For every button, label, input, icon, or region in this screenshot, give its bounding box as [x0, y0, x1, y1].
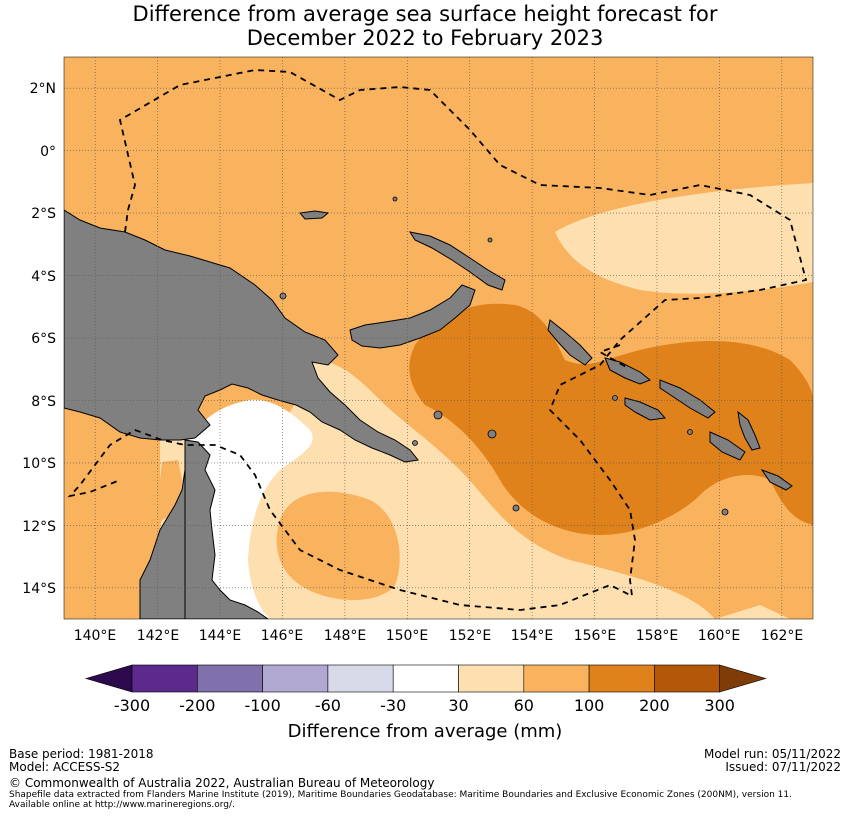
lat-label: 0° — [40, 144, 56, 160]
base-period: Base period: 1981-2018 — [9, 747, 154, 761]
longitude-labels: 140°E 142°E 144°E 146°E 148°E 150°E 152°… — [74, 628, 804, 644]
colorbar-cell — [131, 664, 198, 693]
lon-label: 144°E — [199, 628, 242, 644]
lat-label: 10°S — [22, 456, 56, 472]
lat-label: 6°S — [31, 331, 56, 347]
land-makira — [760, 468, 793, 491]
map-title: Difference from average sea surface heig… — [0, 2, 850, 50]
land-islet — [412, 440, 418, 446]
land-islet — [512, 504, 520, 512]
lon-label: 156°E — [574, 628, 617, 644]
colorbar-tick-label: -30 — [380, 696, 406, 715]
lat-label: 12°S — [22, 519, 56, 535]
land-islet — [279, 292, 287, 300]
land-islet — [433, 410, 443, 420]
lat-label: 4°S — [31, 269, 56, 285]
land-cape-york — [184, 439, 269, 619]
map-gridlines — [64, 57, 813, 619]
colorbar-tick-labels: -300 -200 -100 -60 -30 30 60 100 200 300 — [114, 696, 735, 715]
anomaly-60-100-blob — [276, 491, 400, 600]
lon-label: 142°E — [137, 628, 180, 644]
colorbar-cell — [458, 664, 525, 693]
lon-label: 152°E — [449, 628, 492, 644]
model-name: Model: ACCESS-S2 — [9, 760, 121, 774]
colorbar-tick-label: 100 — [574, 696, 605, 715]
latitude-labels: 2°N 0° 2°S 4°S 6°S 8°S 10°S 12°S 14°S — [22, 81, 56, 597]
land-islet — [487, 429, 497, 439]
lat-label: 14°S — [22, 581, 56, 597]
colorbar: -300 -200 -100 -60 -30 30 60 100 200 300 Differen… — [84, 664, 767, 742]
colorbar-tick-label: 200 — [639, 696, 670, 715]
land-new-georgia — [624, 397, 666, 421]
anomaly-neutral-region — [185, 399, 313, 619]
colorbar-cell — [392, 664, 459, 693]
lon-label: 160°E — [698, 628, 741, 644]
colorbar-cells — [84, 664, 767, 693]
colorbar-tick-label: 30 — [448, 696, 468, 715]
colorbar-cell — [327, 664, 394, 693]
title-line-1: Difference from average sea surface heig… — [132, 2, 718, 26]
colorbar-tick-label: -200 — [179, 696, 215, 715]
land-new-guinea — [64, 209, 419, 463]
lon-label: 146°E — [261, 628, 304, 644]
ocean-gulf-west — [64, 460, 182, 619]
lon-label: 148°E — [324, 628, 367, 644]
land-islet — [392, 196, 398, 202]
lat-label: 2°N — [30, 81, 56, 97]
lat-label: 2°S — [31, 206, 56, 222]
colorbar-tick-label: 300 — [704, 696, 735, 715]
lon-label: 154°E — [511, 628, 554, 644]
colorbar-cell — [197, 664, 263, 693]
model-run: Model run: 05/11/2022 — [703, 747, 841, 761]
shapefile-url: Available online at http://www.marinereg… — [9, 800, 235, 810]
land-santa-isabel — [659, 379, 716, 419]
land-new-britain — [349, 284, 476, 349]
colorbar-cell — [262, 664, 329, 693]
colorbar-extend-low — [84, 664, 133, 693]
land-islet — [612, 395, 618, 401]
colorbar-tick-label: -100 — [244, 696, 280, 715]
colorbar-tick-label: 60 — [514, 696, 534, 715]
map-frame — [63, 56, 814, 620]
title-line-2: December 2022 to February 2023 — [246, 26, 604, 50]
colorbar-extend-high — [719, 664, 767, 693]
lon-label: 158°E — [636, 628, 679, 644]
colorbar-tick-label: -300 — [114, 696, 150, 715]
lon-label: 140°E — [74, 628, 117, 644]
colorbar-tick-label: -60 — [315, 696, 341, 715]
anomaly-100-200-region — [409, 303, 813, 535]
colorbar-title: Difference from average (mm) — [288, 721, 563, 742]
colorbar-cell — [523, 664, 590, 693]
shapefile-credit: Shapefile data extracted from Flanders M… — [9, 790, 792, 800]
land-malaita — [737, 410, 761, 451]
land-bougainville — [547, 319, 593, 366]
land-islet — [687, 429, 693, 435]
lat-label: 8°S — [31, 394, 56, 410]
land-guadalcanal — [709, 431, 746, 461]
land-islet — [721, 508, 729, 516]
colorbar-cell — [654, 664, 721, 693]
anomaly-30-60-east — [555, 183, 813, 294]
lon-label: 162°E — [761, 628, 804, 644]
eez-boundaries — [67, 69, 808, 611]
issued-date: Issued: 07/11/2022 — [725, 760, 841, 774]
colorbar-cell — [588, 664, 655, 693]
land-islet — [487, 237, 493, 243]
land-choiseul — [604, 357, 651, 385]
lon-label: 150°E — [386, 628, 429, 644]
eez-boundary-line — [67, 69, 808, 611]
land-arnhem — [139, 469, 186, 619]
copyright: © Commonwealth of Australia 2022, Austra… — [9, 776, 435, 790]
